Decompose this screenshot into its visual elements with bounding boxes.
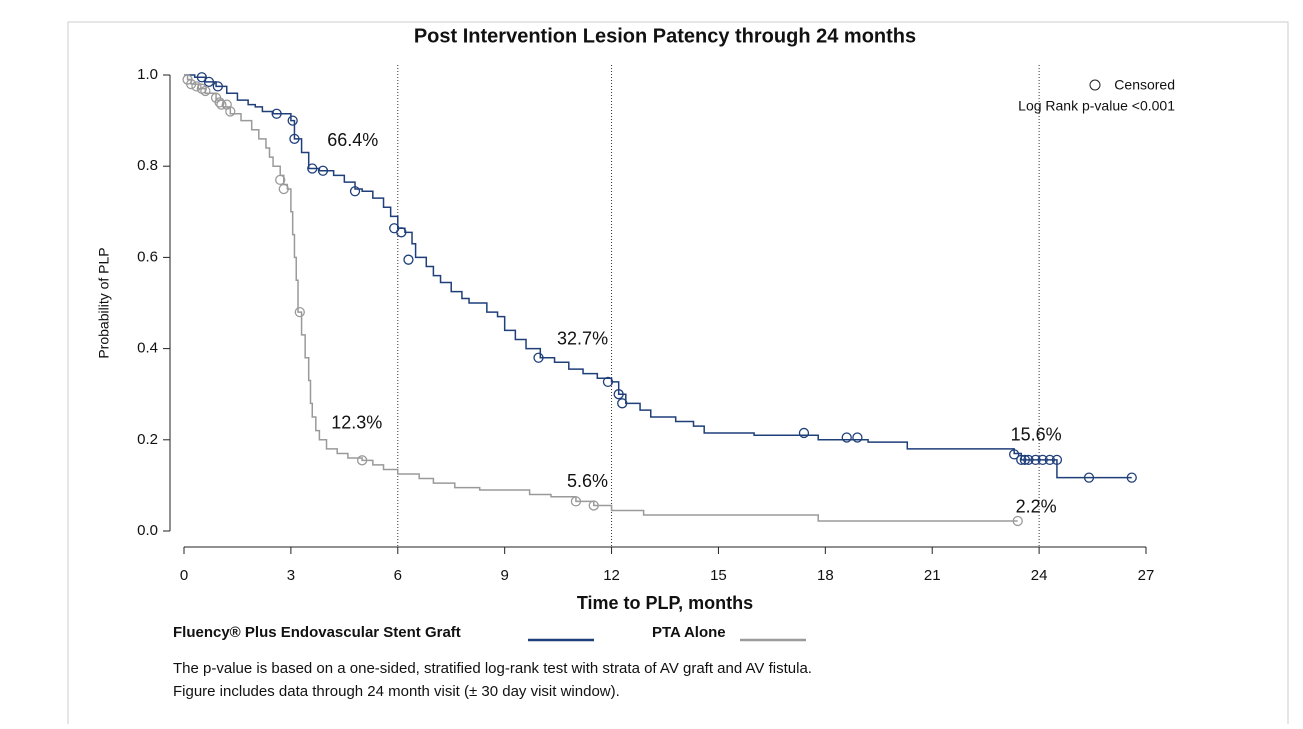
survival-curve: [184, 74, 1018, 522]
censored-marker: [570, 496, 582, 507]
censored-marker: [185, 78, 197, 90]
censored-marker: [396, 227, 407, 238]
censored-marker: [1012, 515, 1023, 527]
censored-marker: [294, 306, 305, 318]
y-tick-label: 0.2: [137, 431, 158, 448]
y-tick-label: 0.8: [137, 157, 158, 174]
footnote: The p-value is based on a one-sided, str…: [173, 660, 812, 677]
annotation: 66.4%: [327, 130, 378, 150]
censored-marker: [1016, 454, 1027, 466]
censored-marker: [191, 81, 202, 92]
y-axis-label: Probability of PLP: [96, 247, 112, 358]
censored-marker: [841, 432, 852, 443]
censored-marker: [602, 376, 614, 388]
censored-marker: [852, 432, 863, 443]
x-axis-label: Time to PLP, months: [577, 593, 753, 613]
annotation: 2.2%: [1016, 497, 1057, 517]
censored-marker: [613, 389, 624, 400]
censored-legend-label: Censored: [1114, 77, 1175, 93]
censored-marker: [275, 174, 286, 186]
x-tick-label: 0: [180, 567, 188, 584]
censored-marker: [307, 163, 318, 174]
panel-frame: [67, 21, 1289, 724]
censored-marker: [212, 81, 223, 92]
censored-marker: [289, 133, 300, 144]
y-tick-label: 0.6: [137, 248, 158, 265]
censored-marker: [1051, 454, 1063, 466]
censored-marker: [617, 398, 628, 409]
censored-legend-symbol: [1089, 79, 1101, 91]
x-tick-label: 12: [603, 567, 620, 584]
censored-marker: [214, 97, 225, 108]
censored-marker: [1044, 454, 1055, 466]
survival-curve: [184, 74, 1132, 479]
x-tick-label: 27: [1138, 567, 1155, 584]
censored-marker: [203, 76, 215, 87]
x-tick-label: 3: [287, 567, 295, 584]
censored-marker: [1023, 454, 1034, 466]
legend-label: PTA Alone: [652, 624, 726, 641]
censored-marker: [1083, 472, 1095, 483]
censored-marker: [1019, 454, 1031, 466]
x-tick-label: 24: [1031, 567, 1048, 584]
censored-marker: [200, 85, 211, 97]
annotation: 32.7%: [557, 329, 608, 349]
censored-marker: [798, 427, 810, 439]
annotation: 12.3%: [331, 413, 382, 433]
p-value-text: Log Rank p-value <0.001: [1018, 98, 1175, 114]
x-tick-label: 9: [500, 567, 508, 584]
annotation: 5.6%: [567, 471, 608, 491]
censored-marker: [225, 106, 236, 117]
y-tick-label: 0.0: [137, 522, 158, 539]
censored-marker: [216, 99, 227, 110]
censored-marker: [278, 183, 289, 195]
censored-marker: [1126, 472, 1137, 483]
censored-marker: [403, 254, 414, 265]
censored-marker: [287, 115, 298, 126]
x-tick-label: 6: [394, 567, 402, 584]
y-tick-label: 0.4: [137, 340, 158, 357]
censored-marker: [588, 500, 599, 511]
legend-label: Fluency® Plus Endovascular Stent Graft: [173, 624, 461, 641]
x-tick-label: 21: [924, 567, 941, 584]
censored-marker: [533, 352, 544, 363]
censored-marker: [271, 108, 282, 119]
censored-marker: [196, 72, 207, 83]
censored-marker: [1037, 454, 1048, 466]
censored-marker: [356, 455, 368, 466]
censored-marker: [317, 165, 329, 176]
y-tick-label: 1.0: [137, 66, 158, 83]
x-tick-label: 15: [710, 567, 727, 584]
x-tick-label: 18: [817, 567, 834, 584]
annotation: 15.6%: [1011, 425, 1062, 445]
chart-title: Post Intervention Lesion Patency through…: [414, 25, 916, 47]
censored-marker: [1030, 454, 1041, 466]
censored-marker: [349, 186, 361, 197]
footnote: Figure includes data through 24 month vi…: [173, 683, 620, 700]
censored-marker: [1009, 449, 1020, 460]
